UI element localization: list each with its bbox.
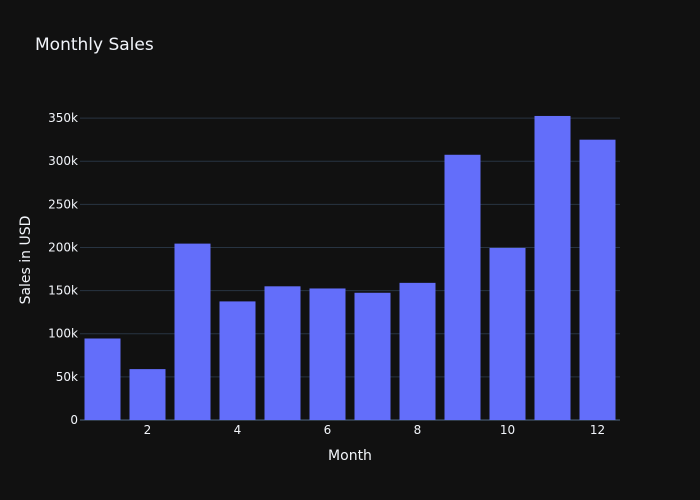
bar: [219, 301, 256, 420]
y-tick-label: 50k: [56, 370, 78, 384]
bar: [444, 154, 481, 421]
y-tick-label: 250k: [48, 197, 78, 211]
x-tick-label: 6: [324, 423, 332, 437]
bar: [174, 243, 211, 420]
bar: [489, 247, 526, 420]
bar: [354, 292, 391, 420]
gridlines: [80, 117, 620, 421]
y-tick-label: 150k: [48, 284, 78, 298]
bar: [264, 286, 301, 420]
x-tick-label: 12: [590, 423, 605, 437]
x-tick-label: 4: [234, 423, 242, 437]
bar: [309, 288, 346, 420]
y-tick-label: 300k: [48, 154, 78, 168]
y-axis-title: Sales in USD: [18, 216, 34, 305]
y-tick-label: 0: [70, 413, 78, 427]
bar: [84, 338, 121, 420]
bar: [534, 115, 571, 420]
x-tick-label: 10: [500, 423, 515, 437]
y-tick-label: 100k: [48, 327, 78, 341]
bar: [399, 282, 436, 420]
x-axis-ticks: 2 4 6 8 10 12: [144, 423, 605, 437]
x-axis-title: Month: [328, 448, 372, 464]
bars: [84, 115, 616, 421]
y-axis-ticks: 0 50k 100k 150k 200k 250k 300k 350k: [48, 111, 78, 427]
x-tick-label: 8: [414, 423, 422, 437]
y-tick-label: 350k: [48, 111, 78, 125]
bar: [129, 369, 166, 420]
y-tick-label: 200k: [48, 240, 78, 254]
bar: [579, 139, 616, 420]
x-tick-label: 2: [144, 423, 152, 437]
chart-title: Monthly Sales: [35, 35, 154, 55]
